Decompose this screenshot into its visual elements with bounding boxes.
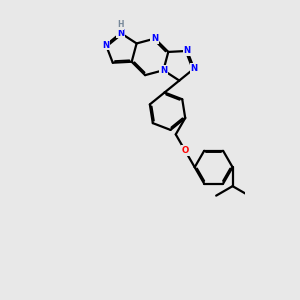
Text: N: N [184,46,191,56]
Text: N: N [151,34,158,43]
Text: H: H [117,20,124,29]
Text: N: N [190,64,198,73]
Text: N: N [117,28,124,38]
Text: N: N [102,40,110,50]
Text: O: O [182,146,189,155]
Text: N: N [160,66,167,75]
